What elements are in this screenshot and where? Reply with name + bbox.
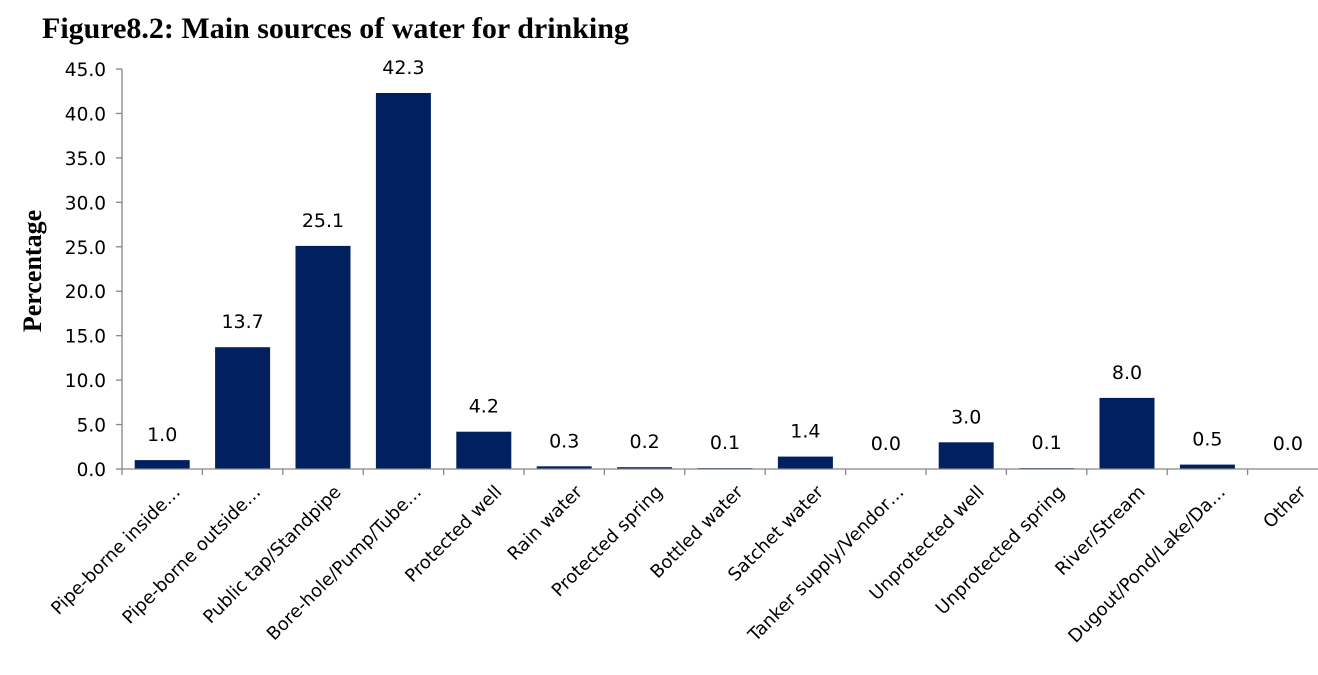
data-label: 0.1 <box>710 432 740 454</box>
y-tick-label: 15.0 <box>65 327 106 348</box>
y-tick-label: 0.0 <box>77 460 106 481</box>
bar <box>938 442 994 469</box>
y-tick-label: 20.0 <box>65 282 106 303</box>
bar <box>1179 464 1235 469</box>
bar <box>1099 397 1155 469</box>
data-label: 0.5 <box>1192 429 1222 451</box>
bar <box>456 431 512 469</box>
bar <box>134 460 190 469</box>
data-label: 42.3 <box>382 57 424 79</box>
data-label: 8.0 <box>1112 362 1142 384</box>
bars <box>134 93 1235 469</box>
data-label: 0.1 <box>1031 432 1061 454</box>
bar <box>617 467 673 469</box>
y-axis: 0.0 5.0 10.0 15.0 20.0 25.0 30.0 35.0 40.0 45.0 <box>65 60 123 481</box>
bar <box>777 456 833 469</box>
x-axis: Pipe-borne inside…Pipe-borne outside…Pub… <box>47 468 1318 648</box>
category-label: Tanker supply/Vendor… <box>744 482 909 647</box>
bar <box>536 466 592 469</box>
y-tick-label: 35.0 <box>65 149 106 170</box>
y-tick-label: 40.0 <box>65 104 106 125</box>
data-label: 1.0 <box>147 424 177 446</box>
y-axis-title: Percentage <box>18 210 47 332</box>
y-tick-label: 5.0 <box>77 416 106 437</box>
data-label: 0.3 <box>549 430 579 452</box>
category-label: Public tap/Standpipe <box>199 482 345 628</box>
data-label: 0.0 <box>871 433 901 455</box>
y-tick-label: 10.0 <box>65 371 106 392</box>
category-label: Pipe-borne outside… <box>118 482 265 629</box>
data-label: 0.2 <box>629 431 659 453</box>
category-label: Pipe-borne inside… <box>47 482 185 620</box>
category-label: Dugout/Pond/Lake/Da… <box>1064 482 1230 648</box>
y-axis-title-group: Percentage <box>18 210 47 332</box>
data-label: 1.4 <box>790 421 820 443</box>
chart-title: Figure8.2: Main sources of water for dri… <box>42 12 629 45</box>
y-tick-label: 25.0 <box>65 238 106 259</box>
y-tick-label: 30.0 <box>65 193 106 214</box>
data-labels: 1.0 13.7 25.1 42.3 4.2 0.3 0.2 0.1 1.4 0.0 3.0 0.1 8… <box>147 57 1303 455</box>
data-label: 4.2 <box>469 396 499 418</box>
category-label: Rain water <box>504 481 588 565</box>
bar <box>215 347 271 469</box>
data-label: 3.0 <box>951 406 981 428</box>
bar <box>375 93 431 469</box>
category-label: Bore-hole/Pump/Tube… <box>263 482 426 645</box>
data-label: 0.0 <box>1273 433 1303 455</box>
data-label: 25.1 <box>302 210 344 232</box>
data-label: 13.7 <box>221 311 263 333</box>
category-label: Other <box>1259 481 1310 532</box>
bar <box>295 245 351 469</box>
y-tick-label: 45.0 <box>65 60 106 81</box>
